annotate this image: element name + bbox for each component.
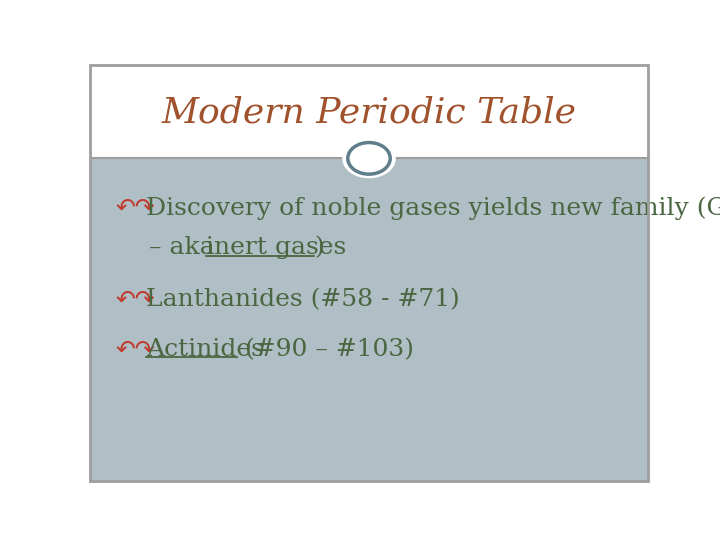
Text: inert gases: inert gases bbox=[206, 237, 346, 259]
Bar bbox=[90, 65, 648, 158]
Text: ): ) bbox=[315, 237, 324, 259]
Text: ↶↷: ↶↷ bbox=[115, 288, 155, 312]
Text: Discovery of noble gases yields new family (Group 18: Discovery of noble gases yields new fami… bbox=[145, 197, 720, 220]
Text: Modern Periodic Table: Modern Periodic Table bbox=[161, 96, 577, 130]
Bar bbox=[90, 158, 648, 481]
Text: Lanthanides (#58 - #71): Lanthanides (#58 - #71) bbox=[145, 288, 459, 311]
Text: (#90 – #103): (#90 – #103) bbox=[237, 338, 414, 361]
Text: – aka: – aka bbox=[148, 237, 222, 259]
Circle shape bbox=[342, 138, 396, 178]
Text: ↶↷: ↶↷ bbox=[115, 338, 155, 362]
Text: Actinides: Actinides bbox=[145, 338, 264, 361]
Text: ↶↷: ↶↷ bbox=[115, 196, 155, 220]
